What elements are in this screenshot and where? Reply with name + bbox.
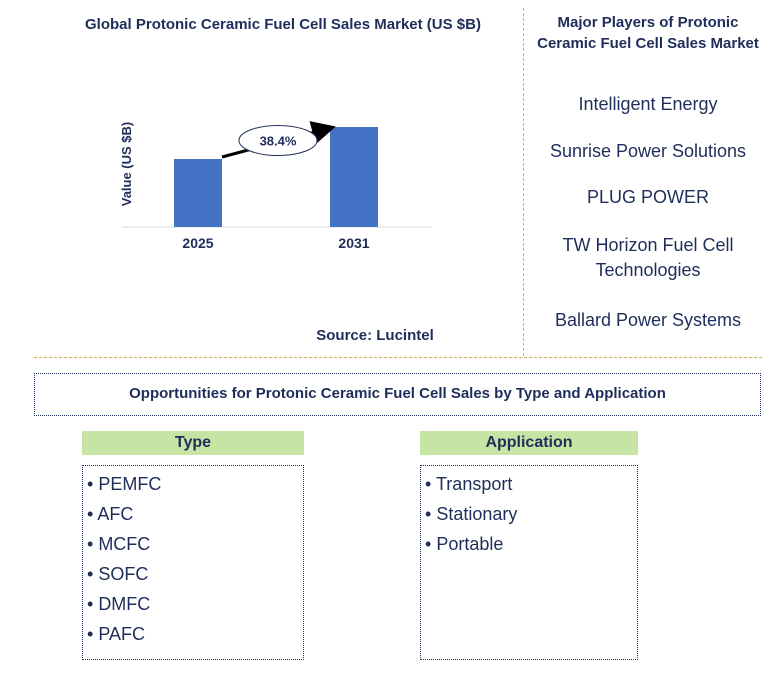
horizontal-divider [34,357,762,358]
type-item: • DMFC [87,594,151,614]
x-tick-label: 2025 [182,235,213,251]
application-item: • Transport [425,474,513,494]
type-item: • PAFC [87,624,145,644]
player-item: Sunrise Power Solutions [549,141,747,161]
growth-label: 38.4% [260,134,297,149]
application-list: • Transport • Stationary • Portable [420,465,638,660]
bar-2025 [174,159,222,227]
opportunities-title: Opportunities for Protonic Ceramic Fuel … [129,385,666,402]
application-header: Application [420,431,638,455]
player-item: Intelligent Energy [578,94,718,114]
players-title: Major Players of Protonic Ceramic Fuel C… [537,14,759,52]
growth-bubble [238,125,318,156]
type-item: • MCFC [87,534,151,554]
player-item: Ballard Power Systems [554,310,742,330]
type-item: • AFC [87,504,134,524]
player-item: TW Horizon Fuel Cell Technologies [562,235,734,280]
type-item: • SOFC [87,564,149,584]
bar-chart: Value (US $B) 2025 2031 38.4% [119,121,432,251]
x-tick-label: 2031 [338,235,369,251]
chart-title: Global Protonic Ceramic Fuel Cell Sales … [85,16,481,33]
application-item: • Stationary [425,504,518,524]
source-label: Source: Lucintel [316,327,434,344]
player-item: PLUG POWER [586,187,710,207]
type-header: Type [82,431,304,455]
application-item: • Portable [425,534,504,554]
type-list: • PEMFC • AFC • MCFC • SOFC • DMFC • PAF… [82,465,304,660]
y-axis-label: Value (US $B) [119,122,134,207]
opportunities-banner [34,373,761,416]
type-item: • PEMFC [87,474,162,494]
bar-2031 [330,127,378,227]
vertical-divider [523,8,524,356]
